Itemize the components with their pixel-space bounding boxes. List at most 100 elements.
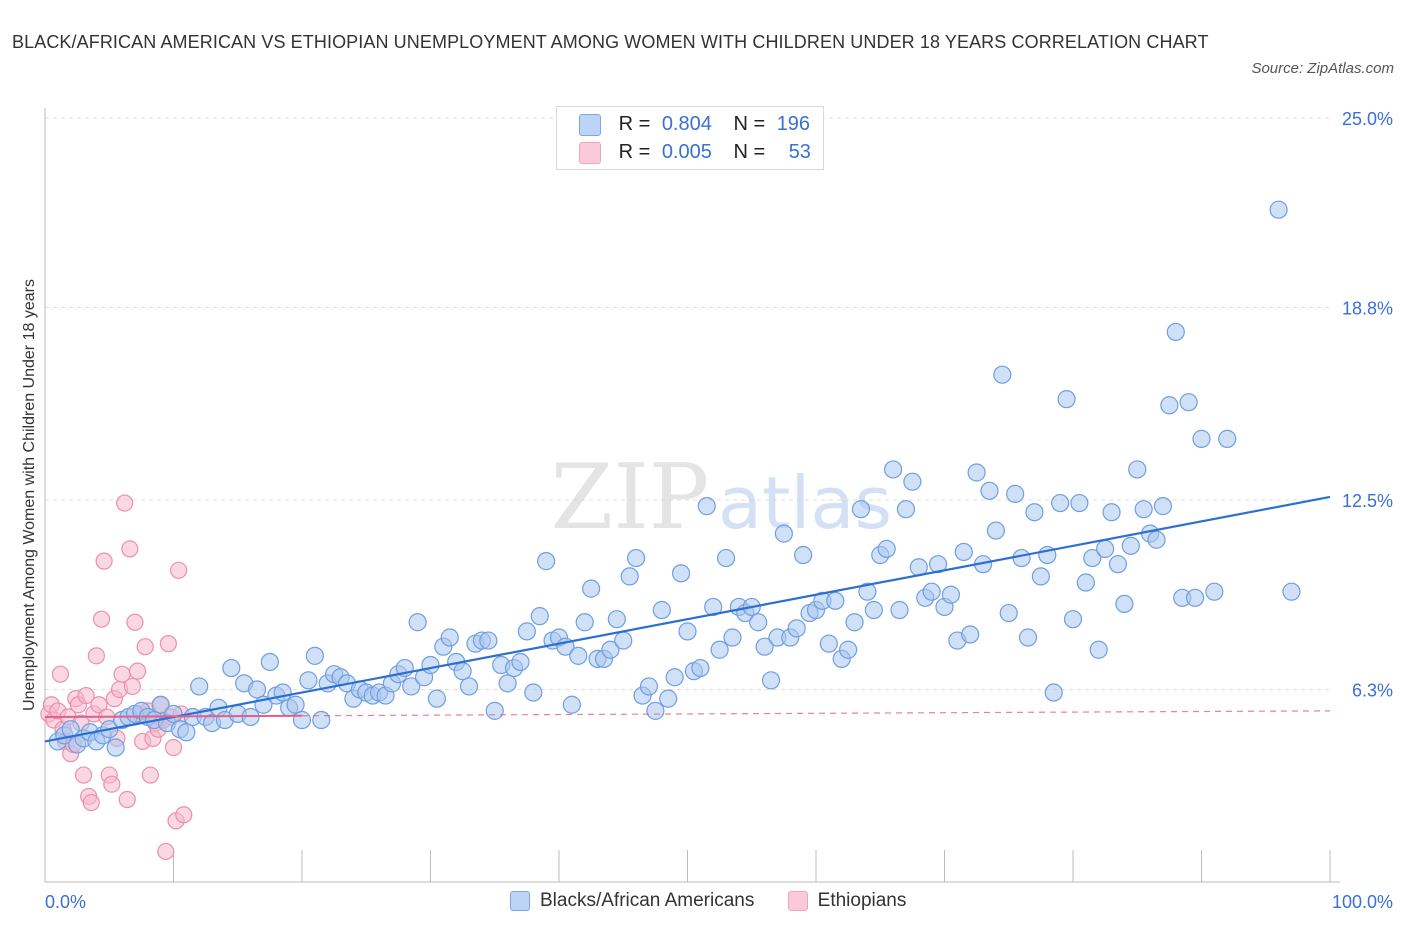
point-ethiopians-31 [121,540,139,558]
point-blacks-35 [273,683,292,702]
point-ethiopians-14 [77,686,95,705]
point-blacks-168 [1128,460,1147,479]
point-blacks-37 [286,695,305,714]
point-blacks-124 [845,613,864,632]
point-blacks-58 [421,655,440,675]
point-blacks-150 [1012,548,1031,568]
y-axis-label: Unemployment Among Women with Children U… [21,279,38,711]
legend-swatch-ethiopians [579,141,601,164]
point-blacks-83 [582,579,601,598]
point-blacks-9 [106,738,125,757]
y-tick-label-1: 12.5% [1342,491,1393,511]
n-label: N = [733,113,766,135]
point-blacks-156 [1051,493,1070,513]
point-blacks-160 [1076,573,1095,592]
point-blacks-141 [954,542,973,562]
point-blacks-158 [1063,610,1083,629]
point-blacks-148 [999,603,1018,623]
point-blacks-81 [569,646,588,665]
point-blacks-155 [1044,683,1063,702]
trend-line-blacks [44,495,1331,743]
legend-label-ethiopians: Ethiopians [817,890,907,911]
point-blacks-63 [453,662,472,681]
legend-swatch-blacks [579,113,601,136]
point-ethiopians-4 [51,665,70,683]
point-ethiopians-37 [136,638,154,656]
point-ethiopians-52 [175,806,193,824]
point-ethiopians-21 [95,552,113,570]
legend-item-blacks[interactable]: Blacks/African Americans [510,890,754,912]
y-tick-label-0: 6.3% [1352,680,1393,700]
tick-labels: 6.3% 12.5% 18.8% 25.0% 0.0% 100.0% [45,109,1393,912]
point-blacks-70 [498,674,517,693]
point-blacks-142 [961,625,980,644]
point-ethiopians-16 [82,793,100,812]
point-blacks-169 [1134,500,1153,519]
point-blacks-131 [890,600,909,620]
point-blacks-2 [61,720,80,739]
point-blacks-86 [601,640,620,659]
point-ethiopians-20 [92,610,111,628]
point-blacks-72 [511,652,530,672]
point-blacks-100 [691,658,710,678]
point-blacks-162 [1089,640,1108,659]
r-value: 0.804 [661,113,712,135]
point-blacks-16 [151,695,170,714]
legend-swatch-ethiopians [787,890,808,911]
point-blacks-61 [440,628,459,647]
point-blacks-38 [292,710,312,730]
point-blacks-164 [1102,503,1121,522]
trend-line-ethiopians-extension [301,710,1331,717]
point-ethiopians-18 [87,647,106,665]
point-blacks-173 [1160,396,1179,415]
point-blacks-89 [620,567,639,586]
point-ethiopians-30 [118,790,136,809]
point-blacks-182 [1282,582,1301,601]
point-blacks-67 [479,631,498,650]
point-blacks-115 [787,619,806,638]
point-blacks-127 [864,600,883,620]
point-blacks-94 [652,600,671,620]
watermark: ZIP atlas [551,445,892,550]
point-ethiopians-32 [123,677,141,696]
n-value: 196 [776,113,811,135]
legend-row-blacks: R = 0.804 N = 196 [579,113,810,139]
x-tick-label-0: 0.0% [45,892,86,912]
point-blacks-172 [1153,497,1173,516]
point-blacks-31 [247,680,267,699]
point-blacks-109 [749,613,768,632]
point-blacks-171 [1147,530,1166,549]
point-blacks-161 [1083,548,1102,568]
point-ethiopians-50 [170,561,188,579]
point-blacks-129 [877,539,896,558]
point-blacks-110 [755,637,774,656]
legend-item-ethiopians[interactable]: Ethiopians [787,890,907,912]
point-blacks-90 [626,548,646,568]
point-ethiopians-24 [103,775,121,793]
point-blacks-95 [659,689,678,708]
point-ethiopians-33 [126,613,144,631]
point-ethiopians-19 [90,696,108,714]
point-blacks-75 [530,607,549,626]
point-blacks-132 [896,500,916,519]
point-blacks-181 [1269,200,1288,219]
n-value: 53 [788,141,811,163]
point-blacks-33 [260,652,279,672]
r-label: R = [618,141,651,163]
point-blacks-121 [826,591,845,610]
point-blacks-20 [177,723,196,742]
y-tick-label-2: 18.8% [1342,298,1393,318]
r-value: 0.005 [661,141,712,163]
point-blacks-145 [980,481,999,500]
point-blacks-179 [1205,582,1224,601]
point-blacks-98 [678,622,697,641]
point-blacks-102 [704,597,723,617]
point-blacks-96 [665,668,684,687]
point-blacks-73 [517,622,536,641]
point-blacks-18 [164,704,183,724]
point-blacks-177 [1185,588,1205,607]
point-blacks-68 [485,701,504,720]
point-ethiopians-45 [157,842,175,861]
point-blacks-22 [190,677,209,696]
axes [44,108,1340,883]
